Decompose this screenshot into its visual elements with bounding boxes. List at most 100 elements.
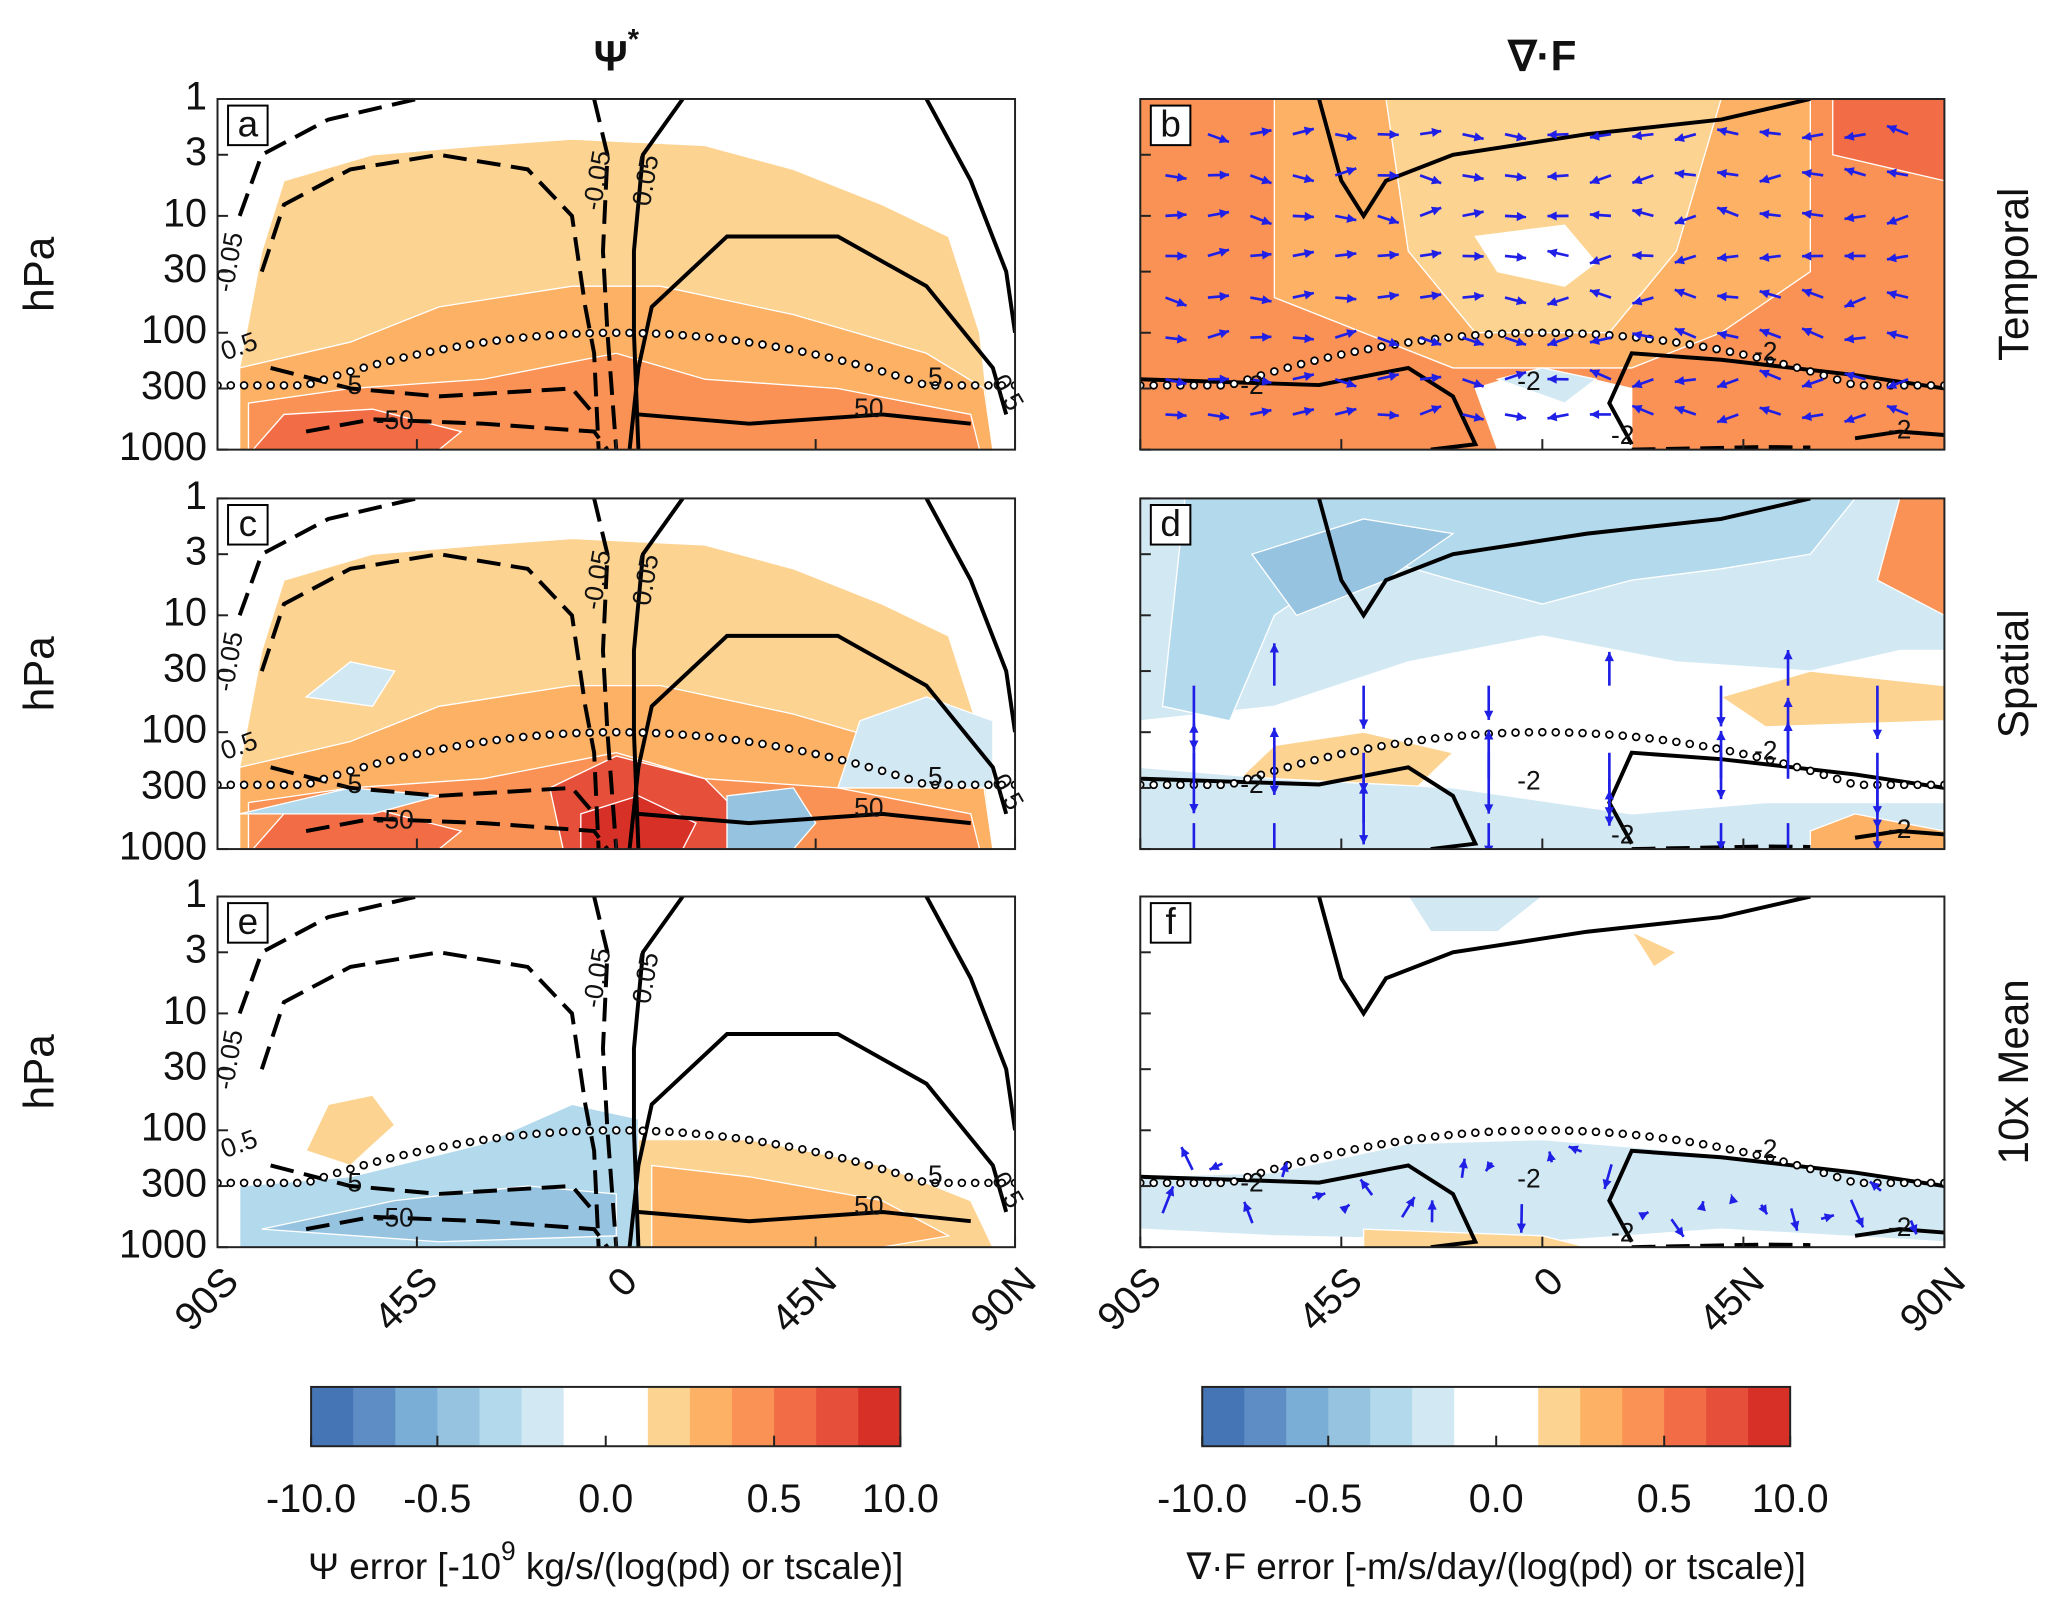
arrow-head	[1547, 171, 1557, 181]
colorbar-swatch	[1244, 1386, 1287, 1447]
arrow-head	[1484, 730, 1494, 740]
tropopause-dot	[1216, 1178, 1225, 1188]
contour-line	[1854, 1227, 1945, 1238]
tropopause-dot	[678, 1128, 688, 1137]
arrow-head	[1844, 414, 1855, 424]
tropopause-dot	[572, 1126, 581, 1136]
tropopause-dot	[306, 779, 315, 788]
tropopause-dot	[1765, 755, 1775, 765]
contour-label: 50	[854, 1191, 883, 1221]
tropopause-dot	[1819, 770, 1829, 780]
tropopause-dot	[997, 1178, 1007, 1188]
colorbar-swatch	[1706, 1386, 1749, 1447]
arrow-head	[1886, 216, 1898, 225]
arrow-head	[1844, 334, 1855, 344]
tropopause-dot	[1846, 779, 1855, 788]
panel	[217, 498, 1016, 850]
arrow-head	[1484, 804, 1494, 814]
contour-label: -50	[376, 804, 414, 834]
arrow-head	[1431, 249, 1442, 259]
contour-line	[638, 1209, 971, 1224]
field-area	[1832, 98, 1945, 182]
arrow-head	[1717, 379, 1728, 389]
arrow-head	[1279, 1162, 1289, 1173]
tropopause-dot	[1859, 381, 1869, 390]
arrow-head	[1886, 168, 1897, 178]
colorbar-tick-label: 10.0	[862, 1477, 939, 1521]
tropopause-dot	[851, 759, 860, 768]
contour-label: -2	[1240, 1167, 1263, 1197]
arrow-head	[1177, 410, 1187, 420]
tropopause-dot	[359, 762, 369, 772]
tropopause-dot	[279, 381, 289, 390]
colorbar-label-part: Ψ error [-10	[308, 1546, 501, 1587]
arrow-head	[1388, 215, 1399, 225]
arrow-head	[1177, 210, 1187, 220]
tropopause-dot	[1605, 1128, 1614, 1137]
tropopause-dot	[758, 1137, 767, 1147]
tropopause-dot	[1739, 1147, 1748, 1157]
tropopause-dot	[518, 333, 528, 342]
tropopause-dot	[678, 730, 688, 739]
y-axis-label: hPa	[15, 236, 62, 312]
colorbar-tick-label: -10.0	[266, 1477, 356, 1521]
tropopause-dot	[1591, 1127, 1601, 1137]
arrow-head	[1674, 1226, 1684, 1237]
colorbar-label: ∇·F error [-m/s/day/(log(pd) or tscale)]	[1185, 1546, 1805, 1587]
arrow-head	[1759, 128, 1770, 138]
tropopause-dot	[412, 1147, 422, 1157]
tropopause-dot	[346, 766, 355, 776]
arrow-head	[1802, 379, 1813, 388]
column-title: Ψ*	[594, 24, 640, 80]
tropopause-dot	[1497, 1126, 1507, 1136]
tropopause-dot	[811, 1147, 820, 1157]
arrow-head	[1716, 717, 1726, 727]
tropopause-dot	[1765, 356, 1775, 365]
tropopause-dot	[1243, 774, 1252, 784]
arrow-head	[1886, 125, 1898, 134]
column-title: ∇·F	[1506, 33, 1576, 80]
arrow-head	[1589, 409, 1600, 420]
tropopause-dot	[532, 331, 541, 341]
tropopause-dot	[1310, 1153, 1319, 1163]
tropopause-dot	[864, 1160, 874, 1170]
tropopause-dot	[1873, 381, 1882, 390]
tropopause-dot	[1457, 1129, 1467, 1139]
tropopause-dot	[1417, 1133, 1427, 1143]
contour-label: -2	[1754, 736, 1777, 766]
tropopause-dot	[598, 1126, 608, 1135]
tropopause-dot	[226, 1178, 236, 1188]
arrow-head	[1802, 327, 1813, 337]
tropopause-dot	[744, 737, 754, 747]
tropopause-dot	[532, 1129, 541, 1139]
arrow-head	[1872, 841, 1883, 850]
contour-line	[638, 412, 971, 426]
tropopause-dot	[1189, 381, 1199, 390]
arrow-head	[1346, 379, 1357, 388]
tropopause-dot	[1363, 1142, 1373, 1151]
y-tick-label: 3	[185, 928, 207, 972]
tropopause-dot	[944, 381, 953, 390]
tropopause-dot	[279, 1178, 289, 1188]
arrow-head	[1516, 1223, 1527, 1233]
tropopause-dot	[239, 381, 249, 390]
tropopause-dot	[904, 1172, 913, 1182]
tropopause-dot	[1899, 780, 1909, 790]
field-area	[1474, 224, 1597, 287]
tropopause-dot	[1792, 762, 1802, 772]
tropopause-dot	[611, 328, 621, 338]
tropopause-dot	[1752, 752, 1762, 762]
tropopause-dot	[798, 347, 807, 356]
tropopause-dot	[638, 328, 648, 338]
tropopause-dot	[518, 732, 528, 742]
contour-line	[627, 633, 1009, 850]
arrow-head	[1802, 411, 1812, 421]
colorbar-swatch	[1412, 1386, 1455, 1447]
tropopause-dot	[306, 379, 315, 389]
tropopause-dot	[678, 330, 688, 340]
tropopause-dot	[346, 367, 355, 376]
tropopause-dot	[558, 1127, 568, 1137]
arrow-head	[1717, 206, 1728, 216]
tropopause-dot	[851, 359, 860, 369]
tropopause-dot	[705, 333, 714, 342]
